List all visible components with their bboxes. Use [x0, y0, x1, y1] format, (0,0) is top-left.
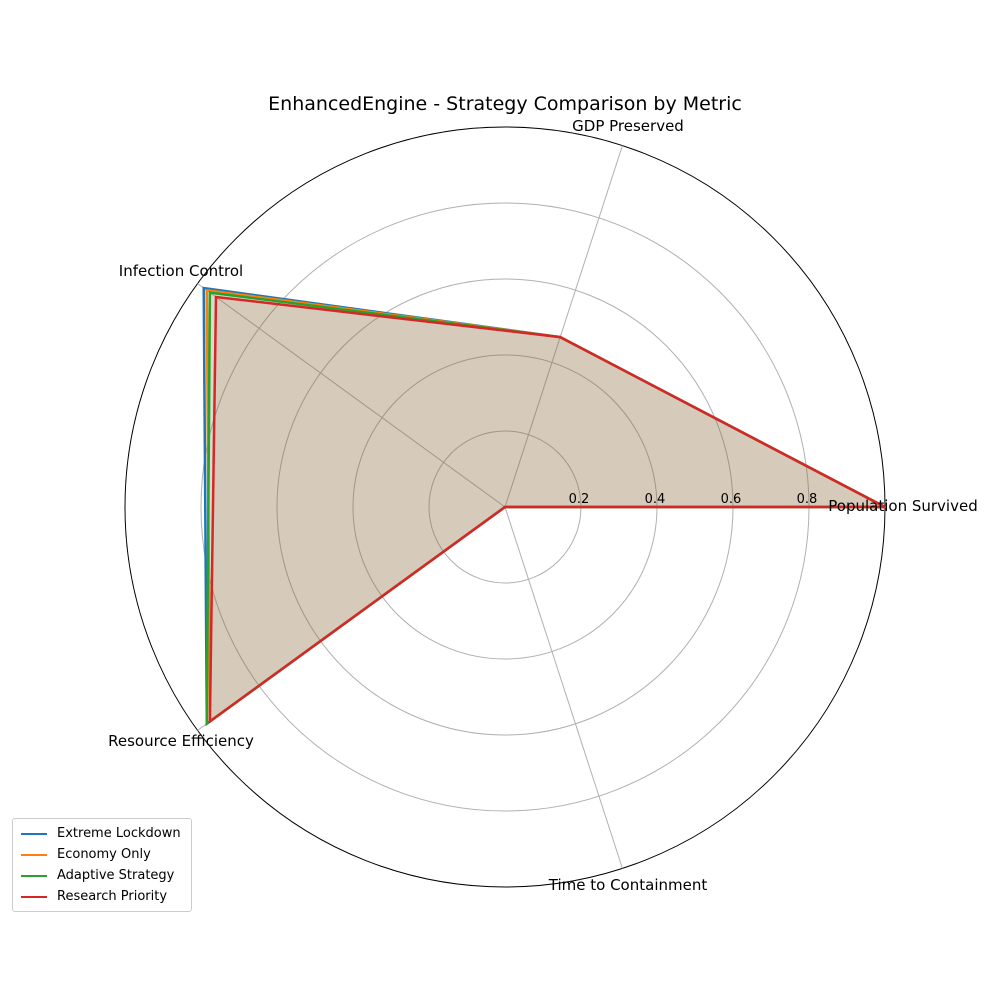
legend-swatch [21, 832, 47, 835]
legend-label: Research Priority [57, 889, 168, 904]
legend-swatch [21, 895, 47, 898]
axis-label: Infection Control [119, 262, 243, 280]
tick-label: 0.4 [645, 492, 666, 507]
legend-label: Economy Only [57, 847, 151, 862]
tick-label: 0.6 [721, 492, 742, 507]
series-lines [202, 286, 886, 727]
spoke-line [504, 145, 623, 508]
legend-label: Extreme Lockdown [57, 826, 181, 841]
axis-label: GDP Preserved [572, 117, 684, 135]
legend-item: Economy Only [21, 844, 183, 865]
legend-label: Adaptive Strategy [57, 868, 175, 883]
axis-label: Time to Containment [548, 876, 708, 894]
legend-swatch [21, 853, 47, 856]
legend-swatch [21, 874, 47, 877]
axis-labels: Population Survived GDP Preserved Infectio… [108, 117, 978, 894]
axis-label: Resource Efficiency [108, 732, 254, 750]
spoke-line [197, 283, 506, 508]
chart-title: EnhancedEngine - Strategy Comparison by … [268, 93, 742, 115]
tick-label: 0.2 [569, 492, 590, 507]
legend: Extreme Lockdown Economy Only Adaptive Str… [12, 818, 192, 912]
tick-label: 0.8 [797, 492, 818, 507]
legend-item: Extreme Lockdown [21, 823, 183, 844]
radial-tick-labels: 0.2 0.4 0.6 0.8 [569, 492, 818, 507]
legend-item: Research Priority [21, 886, 183, 907]
series-fill-3 [209, 297, 885, 722]
spoke-line [504, 506, 623, 869]
legend-item: Adaptive Strategy [21, 865, 183, 886]
series-fill-2 [206, 292, 886, 724]
axis-label: Population Survived [828, 497, 977, 515]
series-line-3 [208, 295, 886, 724]
